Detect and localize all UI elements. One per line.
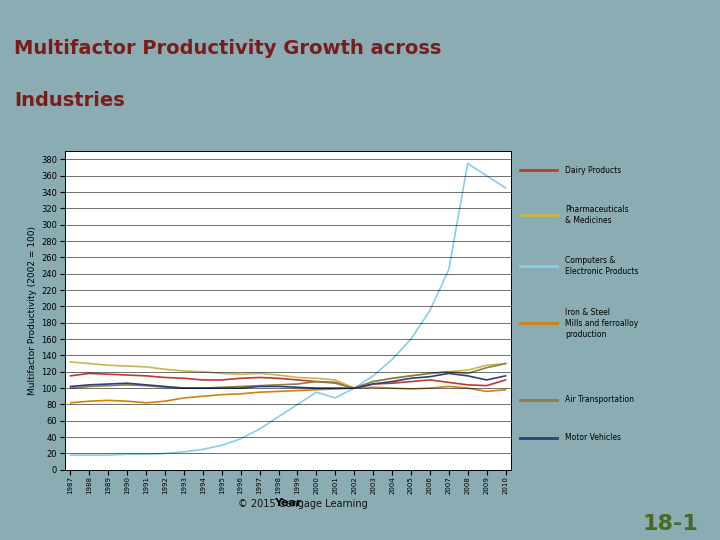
Y-axis label: Multifactor Productivity (2002 = 100): Multifactor Productivity (2002 = 100) [28,226,37,395]
Text: Multifactor Productivity Growth across: Multifactor Productivity Growth across [14,39,442,58]
Text: Computers &
Electronic Products: Computers & Electronic Products [565,256,639,276]
Text: Air Transportation: Air Transportation [565,395,634,404]
Text: © 2015 Cengage Learning: © 2015 Cengage Learning [238,500,367,509]
Text: 18-1: 18-1 [642,514,698,534]
Text: Pharmaceuticals
& Medicines: Pharmaceuticals & Medicines [565,205,629,225]
Text: Motor Vehicles: Motor Vehicles [565,434,621,442]
Text: Dairy Products: Dairy Products [565,166,622,175]
Text: Industries: Industries [14,91,125,110]
X-axis label: Year: Year [274,498,302,508]
Text: Iron & Steel
Mills and ferroalloy
production: Iron & Steel Mills and ferroalloy produc… [565,308,639,339]
